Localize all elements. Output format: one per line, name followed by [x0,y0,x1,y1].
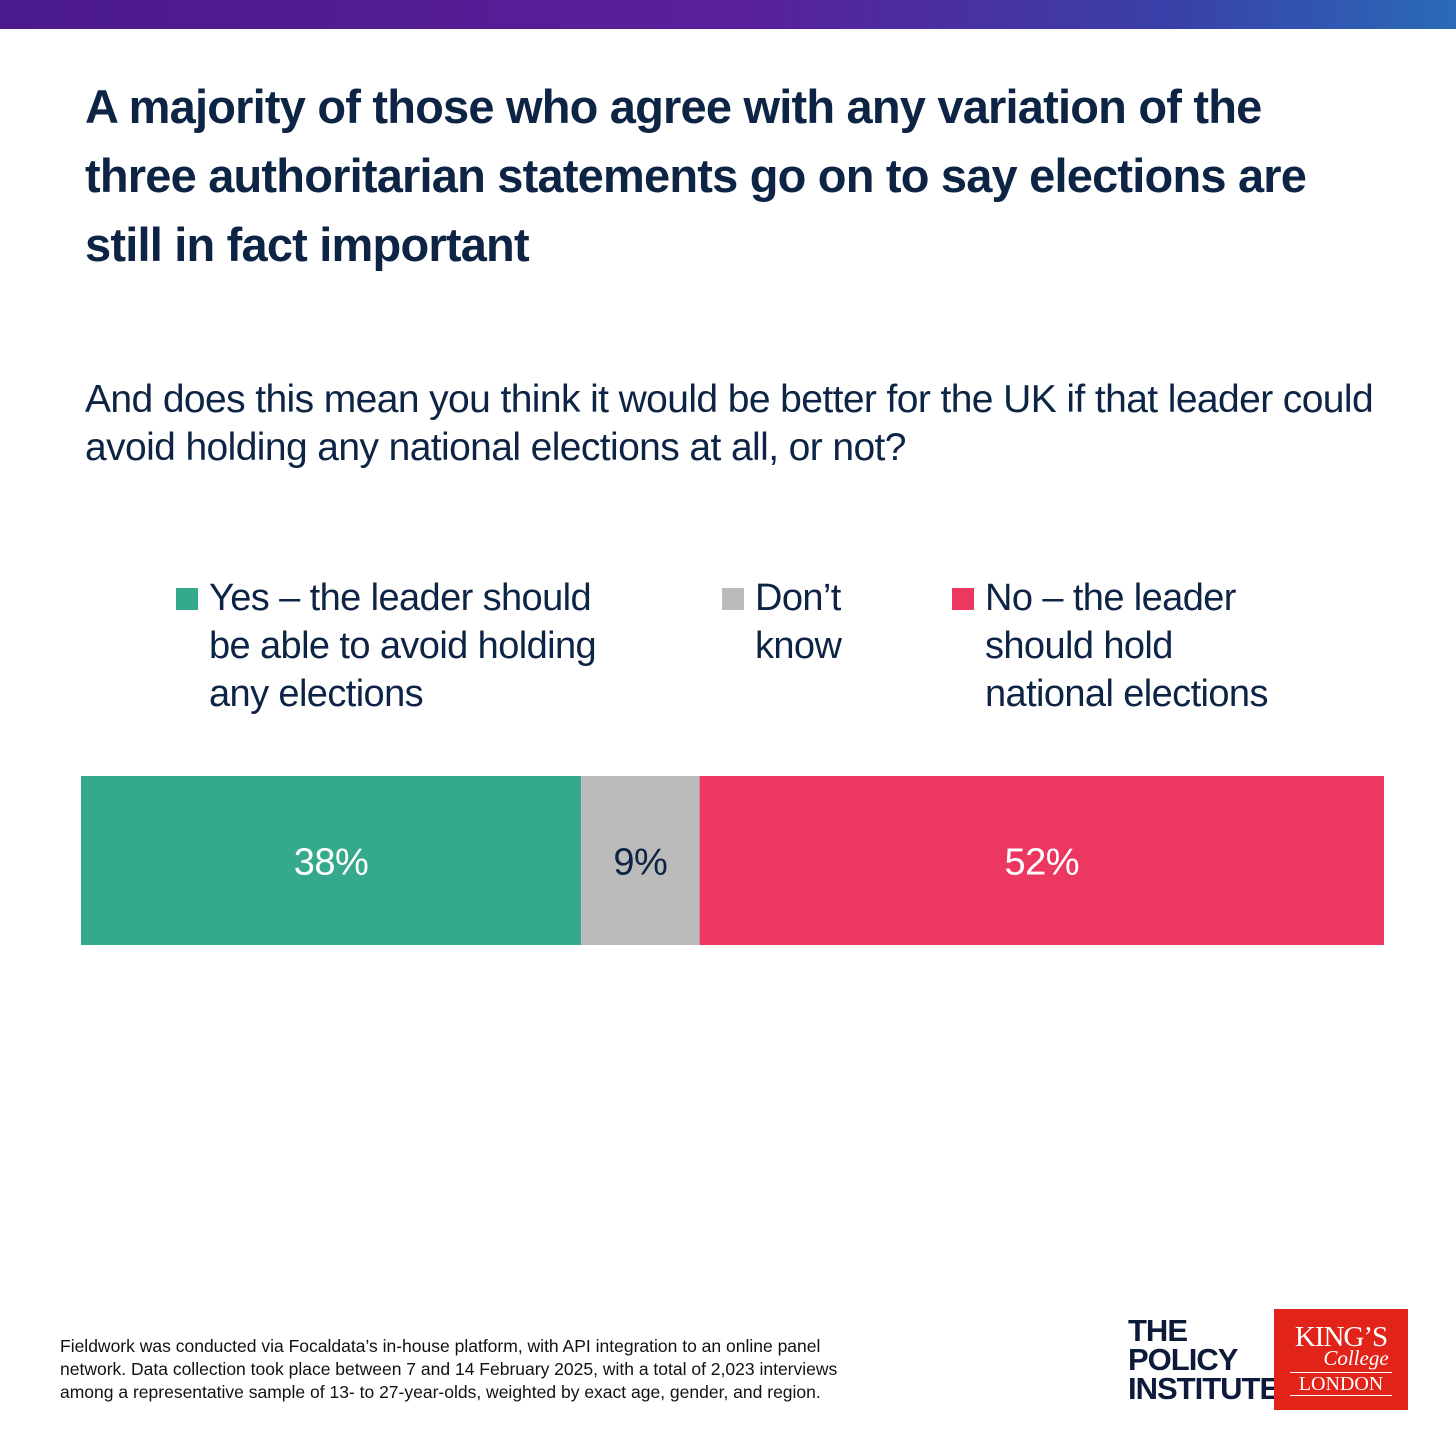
value-label: 52% [1005,842,1080,884]
footnote: Fieldwork was conducted via Focaldata’s … [60,1336,838,1402]
logo-text: INSTITUTE [1128,1371,1280,1406]
logo-text: THE [1128,1313,1188,1348]
bar-segment [81,776,582,945]
chart-subtitle: And does this mean you think it would be… [85,378,1374,469]
value-label: 38% [294,842,369,884]
chart-title: A majority of those who agree with any v… [85,80,1307,271]
legend-swatch [952,588,974,610]
legend-label: Yes – the leader should be able to avoid… [209,577,597,715]
bar-segment [581,776,700,945]
chart: 38% 9% 52% [81,776,1384,945]
legend-swatch [722,588,744,610]
legend-swatch [176,588,198,610]
logo-text: LONDON [1290,1372,1392,1396]
logo-text: College [1323,1346,1389,1370]
logo-text: POLICY [1128,1342,1238,1377]
policy-institute-logo: THE POLICY INSTITUTE [1128,1313,1280,1406]
bar-segment [699,776,1384,945]
value-label: 9% [613,842,667,884]
legend-label: Don’t know [755,577,842,667]
top-banner [0,0,1456,29]
kings-logo: KING’S College LONDON [1274,1309,1408,1410]
logo-text: KING’S [1294,1321,1388,1353]
legend-label: No – the leader should hold national ele… [985,577,1268,715]
